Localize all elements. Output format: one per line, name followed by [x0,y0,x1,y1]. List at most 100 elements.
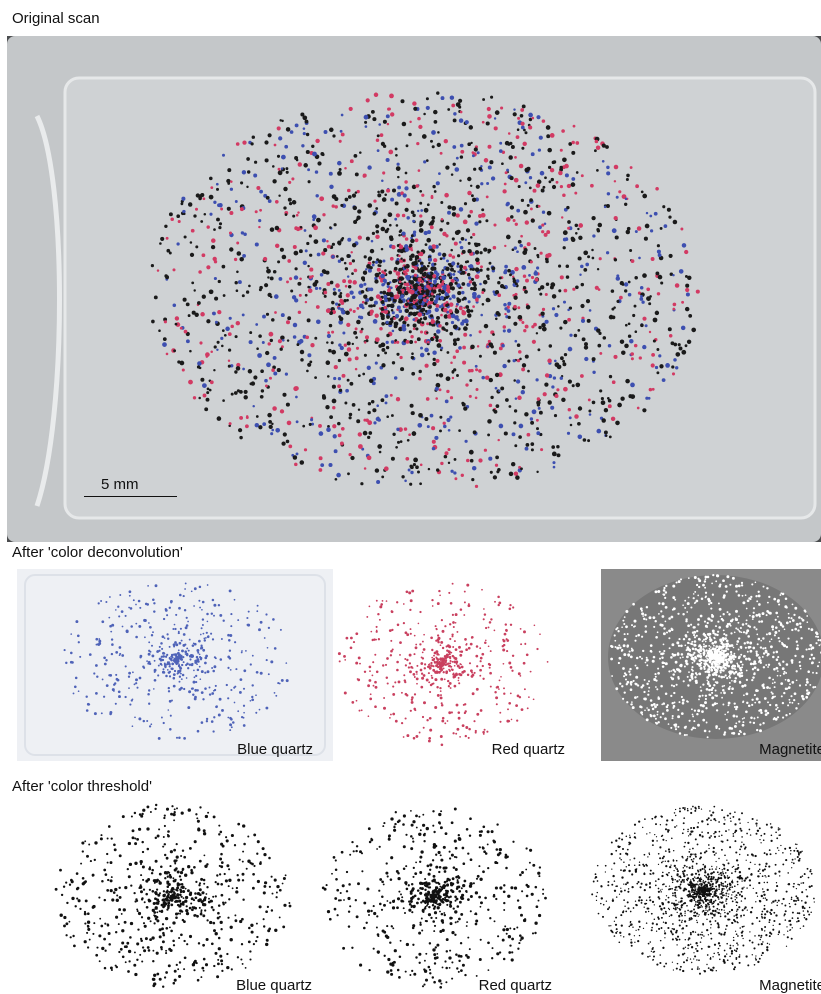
grain [413,457,418,463]
grain [404,237,409,241]
original-scan-image: 5 mm [7,36,821,542]
grain [665,584,668,588]
grain [251,698,255,702]
grain [674,283,680,288]
grain [146,603,150,606]
grain [347,195,352,199]
grain [272,406,277,411]
grain [715,674,718,677]
grain [587,439,591,443]
grain [371,110,375,114]
grain [180,202,184,206]
grain [189,653,193,657]
grain [254,242,259,247]
grain [402,621,406,625]
grain [671,365,675,369]
grain [718,607,722,611]
grain [537,406,541,410]
grain [447,662,450,665]
grain [753,660,757,664]
grain [684,606,687,609]
grain [697,618,700,621]
grain [411,371,416,376]
grain [136,838,139,841]
grain [694,679,698,683]
grain [444,661,447,664]
grain [225,326,230,332]
grain [135,622,138,625]
grain [664,596,667,599]
grain [415,465,419,470]
grain [771,626,774,628]
grain [503,687,505,690]
grain [749,662,753,666]
grain [172,643,176,647]
grain [654,673,657,676]
grain [764,709,768,713]
grain [332,291,337,296]
grain [448,653,451,656]
grain [404,658,407,660]
grain [357,656,361,660]
grain [340,257,344,262]
grain [426,340,430,344]
grain [665,631,669,634]
grain [473,167,477,171]
grain [335,255,339,258]
grain [807,670,810,673]
grain [353,268,358,273]
grain [369,693,372,696]
grain [414,238,419,243]
grain [691,713,694,716]
grain [228,422,232,426]
grain [205,397,210,402]
grain [178,654,181,658]
grain [270,432,274,436]
grain [762,683,765,686]
grain [179,593,182,597]
grain [686,655,689,659]
grain [165,674,168,678]
grain [439,257,443,261]
grain [346,298,349,302]
grain [498,679,501,682]
grain [184,626,188,630]
grain [729,685,731,688]
grain [562,230,568,236]
grain [128,671,131,675]
grain [164,608,168,612]
grain [328,171,333,176]
grain [567,308,570,312]
grain [757,637,761,641]
grain [302,115,308,121]
grain [206,620,209,623]
grain [677,676,680,679]
grain [408,433,411,437]
grain [701,694,704,697]
grain [172,676,176,680]
grain [277,339,282,344]
grain [769,703,772,707]
grain [329,184,334,189]
grain [568,306,573,310]
grain [474,250,480,255]
grain [452,625,455,629]
grain [616,646,620,650]
grain [258,425,263,430]
grain [468,125,474,130]
grain [95,692,98,695]
grain [278,682,281,685]
grain [355,632,359,636]
grain [194,896,198,900]
grain [466,458,470,463]
grain [447,461,451,465]
grain [204,671,207,674]
grain [171,662,175,666]
grain [289,130,294,134]
grain [677,715,681,719]
grain [662,632,666,636]
grain [213,929,216,933]
grain [398,298,402,302]
grain [482,618,485,621]
grain [668,647,671,650]
